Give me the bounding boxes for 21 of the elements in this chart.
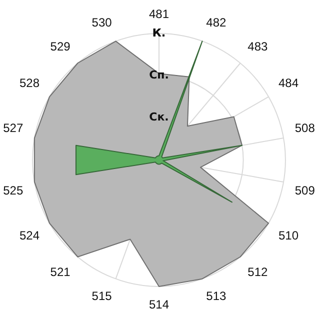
spoke-label: 510 bbox=[278, 228, 299, 242]
y-tick-label: К. bbox=[152, 26, 166, 40]
spoke-label: 512 bbox=[248, 265, 268, 280]
spoke-label: 528 bbox=[19, 76, 40, 90]
y-tick-label: Ск. bbox=[149, 110, 169, 124]
spoke-label: 521 bbox=[50, 265, 71, 280]
spoke-label: 513 bbox=[206, 289, 227, 304]
spoke-label: 515 bbox=[92, 289, 112, 304]
spoke-label: 527 bbox=[3, 121, 24, 136]
spoke-label: 481 bbox=[148, 7, 170, 22]
spoke-label: 509 bbox=[294, 183, 316, 198]
y-tick-label: Сп. bbox=[149, 68, 169, 82]
spoke-label: 524 bbox=[19, 228, 40, 242]
spoke-label: 508 bbox=[294, 121, 316, 136]
spoke-label: 525 bbox=[3, 183, 24, 198]
spoke-label: 482 bbox=[206, 15, 227, 30]
spoke-label: 514 bbox=[148, 297, 170, 312]
spoke-label: 529 bbox=[50, 39, 71, 54]
spoke-label: 484 bbox=[278, 76, 299, 90]
spoke-label: 483 bbox=[248, 39, 268, 54]
spoke-label: 530 bbox=[92, 15, 112, 30]
